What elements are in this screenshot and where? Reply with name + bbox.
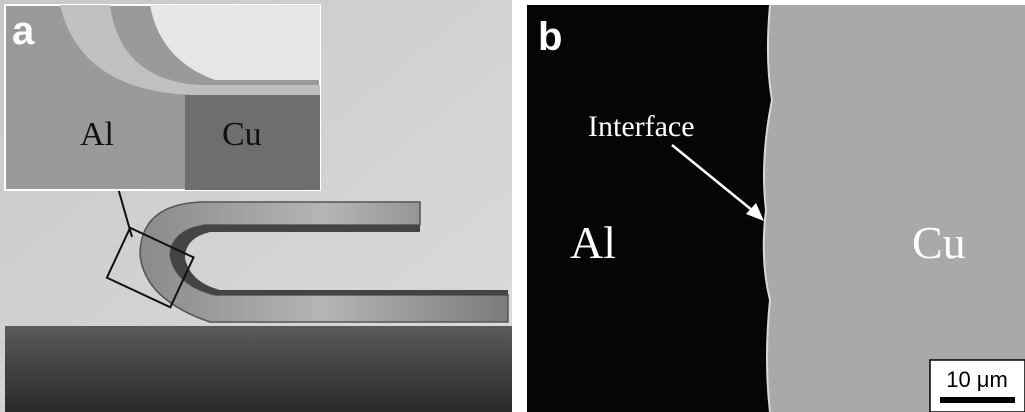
panel-b: b Interface Al Cu 10 μm: [527, 5, 1025, 412]
scale-bar: [940, 397, 1015, 403]
al-label: Al: [570, 217, 616, 268]
ruler: [5, 326, 512, 412]
al-region: [527, 5, 772, 412]
ruler-body: [5, 326, 512, 412]
panel-label: a: [12, 9, 35, 53]
figure: 23456789101112 Al Cu a b Interface: [0, 0, 1025, 412]
inset: Al Cu: [5, 5, 320, 190]
cu-label: Cu: [912, 217, 966, 268]
panel-label: b: [538, 15, 562, 59]
inset-cu: Cu: [222, 116, 262, 153]
panel-a: Al Cu a: [0, 0, 512, 412]
annotation: Interface: [588, 110, 695, 143]
scale-text: 10 μm: [946, 367, 1008, 392]
inset-al: Al: [80, 116, 114, 153]
